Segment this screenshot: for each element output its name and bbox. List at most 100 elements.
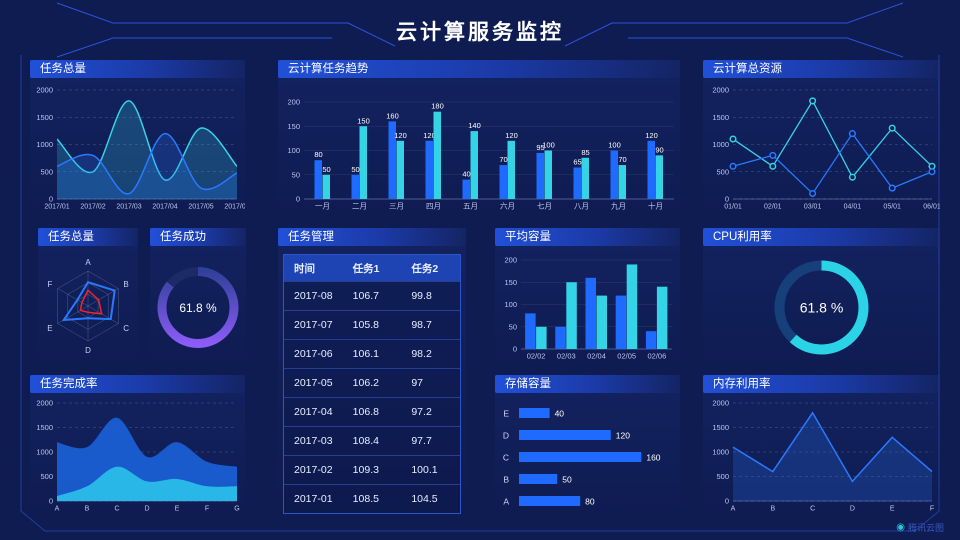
table-cell: 109.3 (352, 464, 379, 476)
svg-text:0: 0 (513, 345, 517, 354)
svg-text:B: B (770, 506, 775, 513)
table-row: 2017-07 105.8 98.7 (284, 310, 460, 339)
svg-text:02/03: 02/03 (557, 352, 576, 361)
brand-label: 腾讯云图 (907, 523, 944, 533)
svg-text:02/05: 02/05 (617, 352, 636, 361)
table-cell: 2017-06 (294, 348, 333, 360)
svg-text:1000: 1000 (36, 448, 53, 457)
svg-text:A: A (503, 497, 509, 507)
svg-text:85: 85 (581, 148, 589, 157)
svg-text:90: 90 (655, 145, 663, 154)
avg-capacity-bar-chart: 0 50 100 150 200 02/02 02/03 02/04 02/05 02/06 (504, 256, 672, 361)
table-cell: 104.5 (411, 493, 438, 505)
svg-text:九月: 九月 (611, 202, 626, 211)
table-row: 2017-06 106.1 98.2 (284, 339, 460, 368)
svg-text:160: 160 (386, 111, 399, 120)
svg-text:0: 0 (49, 195, 53, 204)
svg-text:01/01: 01/01 (724, 204, 742, 211)
svg-text:0: 0 (296, 195, 300, 204)
svg-text:100: 100 (504, 300, 517, 309)
svg-text:50: 50 (509, 322, 517, 331)
svg-text:02/02: 02/02 (527, 352, 546, 361)
completion-area-chart: 0 500 1000 1500 2000 A B C D E F G (36, 399, 239, 513)
svg-text:70: 70 (499, 155, 507, 164)
svg-text:C: C (503, 453, 509, 463)
svg-text:D: D (85, 346, 91, 355)
table-row: 2017-02 109.3 100.1 (284, 455, 460, 484)
svg-text:2000: 2000 (36, 86, 53, 95)
brand-watermark: ◉ 腾讯云图 (896, 521, 944, 534)
svg-text:A: A (731, 506, 736, 513)
svg-text:150: 150 (357, 116, 370, 125)
table-row: 2017-04 106.8 97.2 (284, 397, 460, 426)
table-header-cell: 任务2 (411, 262, 439, 275)
panel-task-success: 任务成功 61.8 % (150, 228, 246, 365)
task-radar-chart: A B C D E F (47, 258, 129, 355)
panel-task-radar: 任务总量 A B C D E F (38, 228, 138, 365)
svg-text:05/01: 05/01 (883, 204, 901, 211)
svg-text:120: 120 (394, 131, 407, 140)
svg-text:八月: 八月 (574, 202, 589, 211)
svg-text:2017/01: 2017/01 (44, 204, 69, 211)
svg-text:D: D (144, 506, 149, 513)
svg-text:A: A (55, 506, 60, 513)
table-cell: 2017-01 (294, 493, 333, 505)
svg-text:四月: 四月 (426, 202, 441, 211)
svg-text:十月: 十月 (648, 201, 663, 211)
svg-text:500: 500 (716, 167, 729, 176)
panel-title: 任务完成率 (30, 375, 245, 393)
table-cell: 2017-08 (294, 290, 333, 302)
svg-text:1000: 1000 (712, 140, 729, 149)
svg-text:2000: 2000 (712, 86, 729, 95)
svg-text:50: 50 (322, 165, 330, 174)
panel-cpu-usage: CPU利用率 61.8 % (703, 228, 940, 365)
task-total-area-chart: 0 500 1000 1500 2000 2017/01 2017/02 2017/03 201… (36, 86, 245, 211)
table-header-cell: 时间 (294, 262, 315, 275)
panel-task-total-line: 任务总量 0 500 1000 1500 2000 2017/01 2017/02 2017/… (30, 60, 245, 215)
svg-text:B: B (123, 280, 128, 289)
table-cell: 97.2 (411, 406, 432, 418)
svg-text:2000: 2000 (36, 399, 53, 408)
table-cell: 100.1 (411, 464, 438, 476)
table-cell: 106.8 (352, 406, 379, 418)
svg-text:1500: 1500 (36, 113, 53, 122)
table-header-row: 时间 任务1 任务2 (284, 255, 460, 281)
svg-text:100: 100 (542, 141, 555, 150)
table-cell: 106.7 (352, 290, 379, 302)
svg-text:04/01: 04/01 (844, 204, 862, 211)
storage-hbar-chart: E 40 D 120 C 160 B 50 A 80 (503, 408, 661, 507)
svg-text:100: 100 (287, 146, 300, 155)
table-cell: 2017-04 (294, 406, 333, 418)
panel-task-table: 任务管理 时间 任务1 任务2 2017-08 106.7 99.8 2017-07 1… (278, 228, 466, 515)
table-row: 2017-08 106.7 99.8 (284, 281, 460, 310)
svg-text:C: C (810, 506, 815, 513)
svg-text:80: 80 (585, 497, 595, 507)
table-cell: 105.8 (352, 319, 379, 331)
svg-text:80: 80 (314, 150, 322, 159)
svg-text:2017/05: 2017/05 (188, 204, 213, 211)
panel-title: 任务总量 (38, 228, 138, 246)
table-cell: 97.7 (411, 435, 432, 447)
memory-line-chart: 0 500 1000 1500 2000 A B C D E F (712, 399, 934, 513)
svg-text:0: 0 (725, 195, 729, 204)
svg-text:500: 500 (40, 472, 53, 481)
svg-text:500: 500 (716, 472, 729, 481)
svg-text:1500: 1500 (712, 423, 729, 432)
table-cell: 2017-03 (294, 435, 333, 447)
svg-text:E: E (175, 506, 180, 513)
svg-text:200: 200 (287, 98, 300, 107)
svg-text:1000: 1000 (36, 140, 53, 149)
svg-text:160: 160 (646, 453, 660, 463)
table-cell: 97 (411, 377, 424, 389)
svg-text:2017/06: 2017/06 (224, 204, 245, 211)
svg-text:180: 180 (431, 102, 444, 111)
table-row: 2017-01 108.5 104.5 (284, 484, 460, 513)
svg-text:120: 120 (505, 131, 518, 140)
svg-text:100: 100 (608, 141, 621, 150)
svg-text:1500: 1500 (36, 423, 53, 432)
svg-text:三月: 三月 (389, 202, 404, 211)
svg-text:C: C (123, 324, 129, 333)
task-trend-bar-chart: 0501001502008050一月50150二月160120三月120180四… (287, 98, 674, 211)
svg-text:140: 140 (468, 121, 481, 130)
